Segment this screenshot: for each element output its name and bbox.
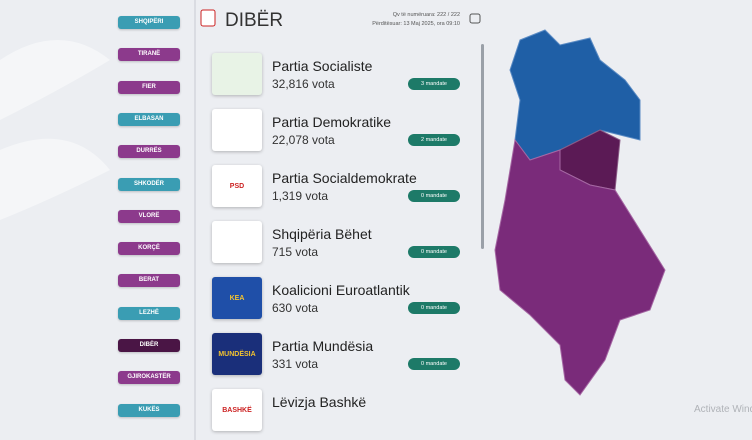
party-votes: 331 vota: [272, 357, 319, 371]
nav-button[interactable]: DIBËR: [118, 339, 180, 352]
mandate-badge: 0 mandate: [408, 302, 460, 314]
party-votes: 22,078 vota: [272, 133, 335, 147]
party-name: Partia Demokratike: [272, 114, 392, 130]
party-name: Partia Mundësia: [272, 338, 374, 354]
party-votes: 32,816 vota: [272, 77, 335, 91]
nav-button[interactable]: BERAT: [118, 274, 180, 288]
party-name: Shqipëria Bëhet: [272, 226, 372, 242]
counted-text: Qv të numëruara: 222 / 222: [392, 12, 460, 18]
refresh-icon[interactable]: [469, 13, 481, 24]
nav-button[interactable]: ELBASAN: [118, 112, 180, 126]
mandate-badge: 0 mandate: [408, 358, 460, 370]
party-logo: [212, 109, 262, 151]
mandate-badge: 3 mandate: [408, 78, 460, 90]
nav-button[interactable]: FIER: [118, 80, 180, 94]
map-south: [494, 138, 666, 396]
mandate-badge: 2 mandate: [408, 134, 460, 146]
party-logo: MUNDËSIA: [212, 333, 262, 375]
party-votes: 630 vota: [272, 301, 319, 315]
party-votes: 1,319 vota: [272, 189, 329, 203]
party-logo: BASHKË: [212, 389, 262, 431]
eagle-shape: [0, 40, 110, 220]
nav-button[interactable]: LEZHË: [118, 306, 180, 320]
party-logo: PSD: [212, 165, 262, 207]
map-north: [509, 29, 641, 161]
party-logo: [212, 221, 262, 263]
nav-button[interactable]: TIRANË: [118, 48, 180, 62]
nav-button[interactable]: SHKODËR: [118, 177, 180, 191]
party-name: Koalicioni Euroatlantik: [272, 282, 410, 298]
party-name: Partia Socialdemokrate: [272, 170, 417, 186]
party-name: Partia Socialiste: [272, 58, 373, 74]
scrollbar: [481, 44, 484, 249]
party-name: Lëvizja Bashkë: [272, 394, 367, 410]
mandate-badge: 0 mandate: [408, 246, 460, 258]
region-title: DIBËR: [225, 10, 284, 31]
nav-button[interactable]: GJIROKASTËR: [118, 371, 180, 385]
nav-button[interactable]: KORÇË: [118, 242, 180, 256]
mandate-badge: 0 mandate: [408, 190, 460, 202]
nav-button[interactable]: SHQIPËRI: [118, 16, 180, 29]
app-logo: [200, 9, 216, 27]
party-logo: [212, 53, 262, 95]
nav-button[interactable]: DURRËS: [118, 145, 180, 159]
updated-text: Përditësuar: 13 Maj 2025, ora 09:10: [372, 21, 460, 27]
nav-button[interactable]: KUKËS: [118, 403, 180, 417]
nav-button[interactable]: VLORË: [118, 209, 180, 223]
party-votes: 715 vota: [272, 245, 319, 259]
watermark: Activate Windows: [694, 404, 752, 415]
party-logo: KEA: [212, 277, 262, 319]
